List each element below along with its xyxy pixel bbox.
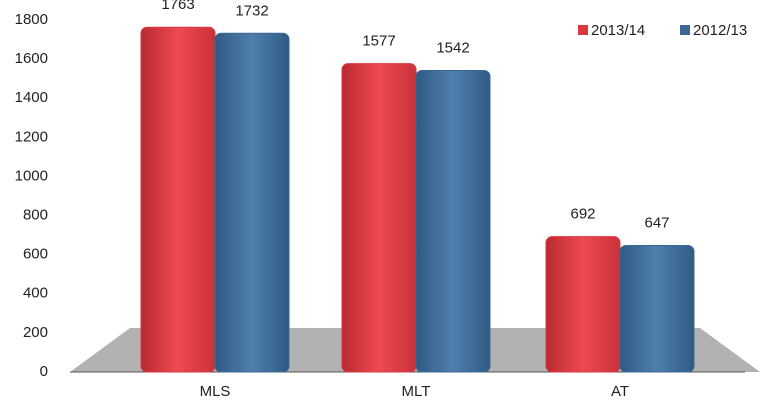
bar xyxy=(545,236,621,373)
data-label: 692 xyxy=(570,206,595,223)
y-tick-label: 1000 xyxy=(15,167,48,184)
y-tick-label: 200 xyxy=(23,324,48,341)
bar xyxy=(415,69,491,373)
data-label: 1732 xyxy=(235,2,268,19)
bar xyxy=(619,244,695,373)
y-tick-label: 600 xyxy=(23,246,48,263)
data-label: 1542 xyxy=(436,39,469,56)
legend-label: 2012/13 xyxy=(693,22,747,39)
x-tick-label: MLS xyxy=(200,383,231,400)
data-label: 1577 xyxy=(362,33,395,50)
y-tick-label: 400 xyxy=(23,285,48,302)
y-tick-label: 1400 xyxy=(15,89,48,106)
y-tick-label: 1600 xyxy=(15,50,48,67)
legend-swatch xyxy=(680,25,690,35)
bar xyxy=(140,26,216,373)
bar xyxy=(341,63,417,373)
y-tick-label: 800 xyxy=(23,207,48,224)
legend-label: 2013/14 xyxy=(591,22,645,39)
legend-swatch xyxy=(578,25,588,35)
bar xyxy=(214,32,290,373)
y-tick-label: 1800 xyxy=(15,11,48,28)
x-tick-label: MLT xyxy=(402,383,431,400)
y-tick-label: 1200 xyxy=(15,128,48,145)
data-label: 647 xyxy=(644,214,669,231)
y-tick-label: 0 xyxy=(40,363,48,380)
data-label: 1763 xyxy=(161,0,194,13)
x-tick-label: AT xyxy=(611,383,629,400)
